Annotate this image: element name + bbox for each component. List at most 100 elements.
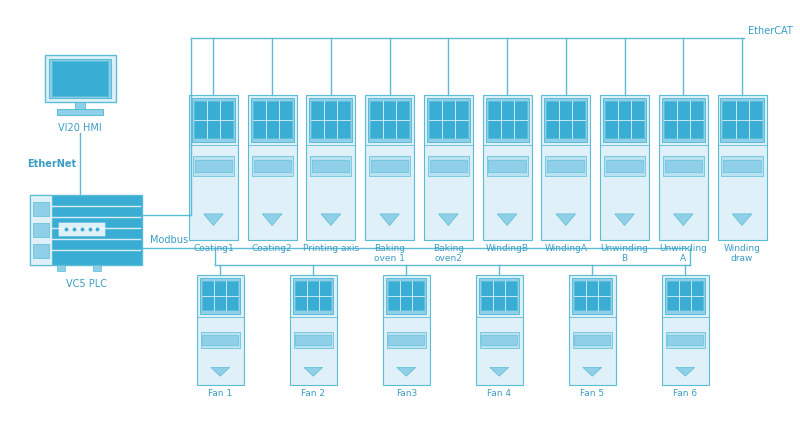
Polygon shape (438, 214, 458, 225)
FancyBboxPatch shape (718, 95, 766, 240)
FancyBboxPatch shape (429, 101, 468, 138)
FancyBboxPatch shape (486, 156, 528, 176)
Text: Baking
oven 1: Baking oven 1 (374, 244, 405, 263)
FancyBboxPatch shape (544, 98, 587, 141)
FancyBboxPatch shape (604, 156, 645, 176)
Text: Modbus: Modbus (150, 235, 188, 245)
FancyBboxPatch shape (45, 55, 115, 102)
FancyBboxPatch shape (722, 156, 762, 176)
Text: Fan 4: Fan 4 (487, 389, 511, 398)
FancyBboxPatch shape (430, 160, 467, 172)
FancyBboxPatch shape (574, 335, 610, 345)
Text: Fan 2: Fan 2 (302, 389, 326, 398)
FancyBboxPatch shape (486, 98, 529, 141)
FancyBboxPatch shape (665, 160, 702, 172)
Polygon shape (556, 214, 576, 225)
FancyBboxPatch shape (389, 335, 424, 345)
FancyBboxPatch shape (428, 156, 469, 176)
FancyBboxPatch shape (293, 278, 334, 314)
FancyBboxPatch shape (369, 156, 410, 176)
FancyBboxPatch shape (248, 95, 297, 240)
FancyBboxPatch shape (294, 332, 333, 348)
FancyBboxPatch shape (382, 275, 430, 385)
FancyBboxPatch shape (546, 101, 586, 138)
Text: VI20 HMI: VI20 HMI (58, 123, 102, 133)
FancyBboxPatch shape (253, 101, 292, 138)
FancyBboxPatch shape (368, 98, 411, 141)
Text: VC5 PLC: VC5 PLC (66, 279, 106, 289)
FancyBboxPatch shape (424, 95, 473, 240)
Polygon shape (204, 214, 223, 225)
FancyBboxPatch shape (192, 98, 235, 141)
FancyBboxPatch shape (94, 265, 102, 271)
FancyBboxPatch shape (310, 98, 353, 141)
FancyBboxPatch shape (662, 156, 704, 176)
FancyBboxPatch shape (666, 332, 705, 348)
FancyBboxPatch shape (58, 109, 103, 115)
FancyBboxPatch shape (306, 95, 355, 240)
FancyBboxPatch shape (659, 95, 708, 240)
FancyBboxPatch shape (295, 281, 331, 310)
FancyBboxPatch shape (52, 61, 109, 96)
Text: Fan3: Fan3 (396, 389, 417, 398)
FancyBboxPatch shape (476, 275, 522, 385)
FancyBboxPatch shape (573, 332, 612, 348)
FancyBboxPatch shape (250, 98, 294, 141)
Polygon shape (304, 367, 322, 376)
FancyBboxPatch shape (723, 160, 761, 172)
FancyBboxPatch shape (58, 265, 66, 271)
FancyBboxPatch shape (202, 335, 238, 345)
Text: Printing axis: Printing axis (303, 244, 359, 253)
FancyBboxPatch shape (195, 160, 232, 172)
FancyBboxPatch shape (482, 335, 517, 345)
FancyBboxPatch shape (290, 275, 337, 385)
FancyBboxPatch shape (664, 101, 703, 138)
FancyBboxPatch shape (50, 59, 111, 98)
Text: Baking
oven2: Baking oven2 (433, 244, 464, 263)
Polygon shape (614, 214, 634, 225)
FancyBboxPatch shape (667, 281, 703, 310)
Polygon shape (321, 214, 341, 225)
Text: Unwinding
A: Unwinding A (659, 244, 707, 263)
Text: Unwinding
B: Unwinding B (601, 244, 649, 263)
FancyBboxPatch shape (667, 335, 703, 345)
FancyBboxPatch shape (75, 102, 86, 109)
Text: Coating2: Coating2 (252, 244, 293, 253)
Polygon shape (262, 214, 282, 225)
FancyBboxPatch shape (721, 98, 763, 141)
FancyBboxPatch shape (33, 202, 50, 216)
FancyBboxPatch shape (482, 281, 517, 310)
Polygon shape (676, 367, 694, 376)
FancyBboxPatch shape (58, 222, 106, 236)
Text: Winding
draw: Winding draw (723, 244, 761, 263)
FancyBboxPatch shape (251, 156, 293, 176)
FancyBboxPatch shape (482, 95, 531, 240)
FancyBboxPatch shape (665, 278, 706, 314)
Polygon shape (583, 367, 602, 376)
FancyBboxPatch shape (662, 98, 705, 141)
FancyBboxPatch shape (386, 278, 426, 314)
FancyBboxPatch shape (370, 101, 409, 138)
FancyBboxPatch shape (603, 98, 646, 141)
Text: WindingA: WindingA (544, 244, 587, 253)
Text: Fan 6: Fan 6 (673, 389, 698, 398)
Text: EtherNet: EtherNet (27, 159, 77, 169)
FancyBboxPatch shape (295, 335, 331, 345)
FancyBboxPatch shape (489, 160, 526, 172)
Polygon shape (211, 367, 230, 376)
Text: Coating1: Coating1 (193, 244, 234, 253)
FancyBboxPatch shape (30, 195, 52, 265)
FancyBboxPatch shape (574, 281, 610, 310)
FancyBboxPatch shape (547, 160, 585, 172)
FancyBboxPatch shape (200, 278, 241, 314)
FancyBboxPatch shape (30, 195, 142, 265)
FancyBboxPatch shape (311, 101, 350, 138)
FancyBboxPatch shape (312, 160, 350, 172)
Text: Fan 1: Fan 1 (208, 389, 232, 398)
FancyBboxPatch shape (572, 278, 613, 314)
FancyBboxPatch shape (569, 275, 616, 385)
FancyBboxPatch shape (194, 101, 233, 138)
Polygon shape (490, 367, 509, 376)
FancyBboxPatch shape (197, 275, 244, 385)
Text: Fan 5: Fan 5 (580, 389, 604, 398)
